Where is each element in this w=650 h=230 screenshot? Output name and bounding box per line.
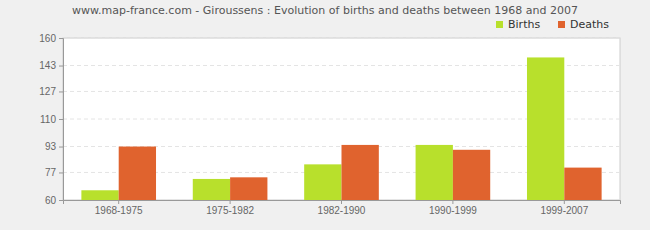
x-tick-mark — [564, 200, 565, 204]
x-tick-label: 1968-1975 — [95, 205, 143, 216]
x-tick-label: 1990-1999 — [429, 205, 477, 216]
legend-swatch — [558, 21, 565, 28]
x-tick-label: 1975-1982 — [206, 205, 254, 216]
legend-item: Births — [496, 18, 540, 31]
y-tick: 110 — [40, 114, 63, 125]
y-tick-label: 127 — [39, 86, 56, 97]
y-tick: 127 — [39, 86, 63, 97]
y-axis: 60 77 93 110 127 143 160 — [39, 33, 63, 206]
y-axis-line — [59, 39, 64, 201]
y-tick-label: 160 — [39, 33, 56, 44]
y-tick: 160 — [39, 33, 63, 44]
y-tick-mark — [59, 200, 63, 201]
y-tick-mark — [59, 172, 63, 173]
background — [0, 0, 650, 230]
y-tick-label: 60 — [45, 195, 57, 206]
x-tick: 1990-1999 — [429, 200, 477, 216]
y-tick-label: 143 — [39, 60, 56, 71]
y-tick: 143 — [39, 60, 63, 71]
legend: Births Deaths — [496, 18, 609, 31]
y-tick: 77 — [45, 167, 63, 178]
bar — [119, 147, 156, 200]
title: www.map-france.com - Giroussens : Evolut… — [72, 4, 578, 17]
y-tick-label: 110 — [40, 114, 56, 125]
x-tick-mark — [230, 200, 231, 204]
grid — [63, 38, 620, 200]
y-tick-mark — [59, 38, 63, 39]
x-axis-line — [64, 201, 621, 205]
grid-line — [63, 38, 620, 39]
x-tick-mark — [118, 200, 119, 204]
y-tick: 60 — [45, 195, 63, 206]
bar — [416, 145, 453, 200]
bar — [193, 179, 230, 200]
plot: 60 77 93 110 127 143 160 1968-1975 1975-1982 1982… — [39, 33, 620, 216]
y-tick: 93 — [45, 141, 63, 152]
legend-label: Deaths — [570, 18, 609, 31]
x-tick-label: 1982-1990 — [318, 205, 366, 216]
y-tick-label: 93 — [45, 141, 57, 152]
bar — [230, 177, 267, 200]
x-axis: 1968-1975 1975-1982 1982-1990 1990-1999 1999… — [64, 200, 621, 216]
x-tick-label: 1999-2007 — [540, 205, 588, 216]
bar — [564, 168, 601, 200]
legend-label: Births — [508, 18, 540, 31]
chart: www.map-france.com - Giroussens : Evolut… — [0, 0, 650, 230]
legend-item: Deaths — [558, 18, 609, 31]
plot-frame — [63, 38, 620, 200]
bars — [81, 57, 601, 200]
y-tick-mark — [59, 147, 63, 148]
x-tick: 1968-1975 — [95, 200, 143, 216]
y-tick-label: 77 — [45, 167, 57, 178]
y-tick-mark — [59, 91, 63, 92]
bar — [304, 164, 341, 200]
y-tick-mark — [59, 119, 63, 120]
x-tick: 1975-1982 — [206, 200, 254, 216]
bar — [453, 150, 490, 200]
bar — [81, 190, 118, 200]
bar — [527, 57, 564, 200]
bar — [342, 145, 379, 200]
legend-swatch — [496, 21, 503, 28]
x-tick-mark — [341, 200, 342, 204]
y-tick-mark — [59, 66, 63, 67]
x-tick-mark — [452, 200, 453, 204]
x-tick: 1999-2007 — [540, 200, 588, 216]
x-tick: 1982-1990 — [318, 200, 366, 216]
